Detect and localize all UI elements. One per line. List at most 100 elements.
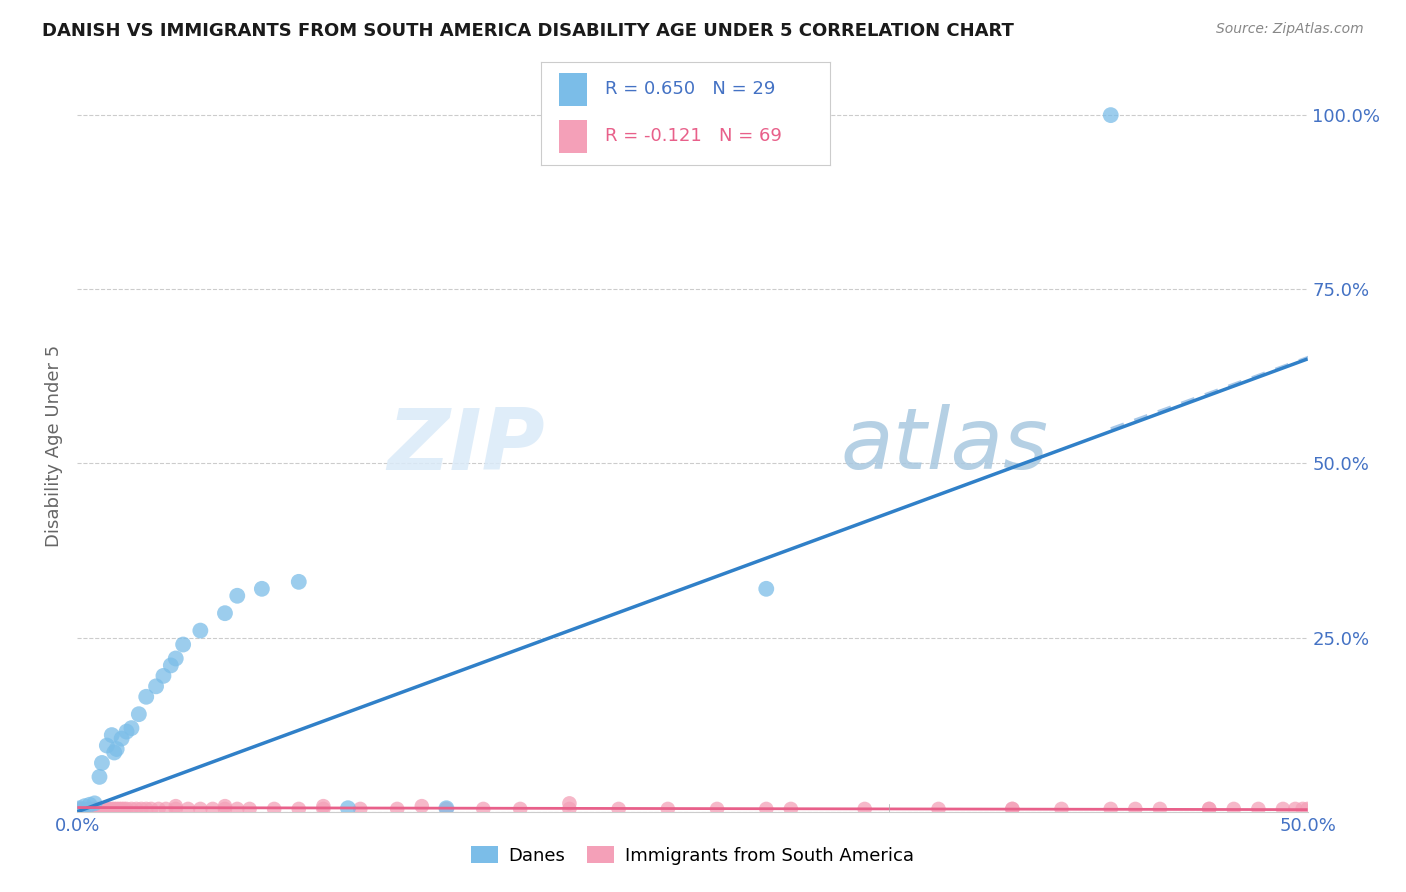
Point [105, 802, 128, 816]
Point [755, 802, 778, 816]
Point [558, 797, 581, 811]
Point [214, 802, 236, 816]
Point [89, 802, 111, 816]
Point [657, 802, 679, 816]
Point [312, 799, 335, 814]
Point [411, 799, 433, 814]
Point [69, 801, 91, 815]
Point [105, 742, 128, 756]
Point [111, 731, 132, 746]
Point [165, 651, 187, 665]
Point [239, 802, 262, 816]
Text: DANISH VS IMMIGRANTS FROM SOUTH AMERICA DISABILITY AGE UNDER 5 CORRELATION CHART: DANISH VS IMMIGRANTS FROM SOUTH AMERICA … [42, 22, 1014, 40]
Point [79, 802, 101, 816]
Point [188, 624, 212, 638]
Point [1001, 802, 1024, 816]
Point [436, 802, 458, 816]
Point [115, 802, 138, 816]
Point [1050, 802, 1073, 816]
Point [472, 802, 495, 816]
Point [509, 802, 531, 816]
Point [135, 690, 157, 704]
Point [226, 802, 249, 816]
Y-axis label: Disability Age Under 5: Disability Age Under 5 [45, 345, 63, 547]
Point [148, 802, 170, 816]
Legend: Danes, Immigrants from South America: Danes, Immigrants from South America [464, 839, 921, 872]
Point [69, 802, 91, 816]
Point [1292, 802, 1315, 816]
Point [103, 802, 125, 816]
Point [1198, 802, 1220, 816]
Point [90, 802, 114, 816]
Point [73, 799, 96, 814]
Point [128, 707, 150, 722]
Text: atlas: atlas [841, 404, 1047, 488]
Point [101, 802, 124, 816]
Point [312, 802, 335, 816]
Point [83, 802, 105, 816]
Point [145, 679, 167, 693]
Point [201, 802, 224, 816]
Point [755, 582, 778, 596]
Point [121, 802, 143, 816]
Point [385, 802, 409, 816]
Text: R = 0.650   N = 29: R = 0.650 N = 29 [605, 80, 775, 98]
Point [1223, 802, 1246, 816]
Point [928, 802, 950, 816]
Text: Source: ZipAtlas.com: Source: ZipAtlas.com [1216, 22, 1364, 37]
Point [288, 802, 311, 816]
Point [73, 802, 96, 816]
Point [436, 801, 458, 815]
Point [1001, 802, 1024, 816]
Text: R = -0.121   N = 69: R = -0.121 N = 69 [605, 128, 782, 145]
Point [1272, 802, 1295, 816]
Point [112, 802, 135, 816]
Point [177, 802, 200, 816]
Point [108, 802, 131, 816]
Point [558, 802, 581, 816]
Point [111, 802, 132, 816]
Point [607, 802, 630, 816]
Point [89, 770, 111, 784]
Point [250, 582, 273, 596]
Point [1247, 802, 1270, 816]
Point [1284, 802, 1306, 816]
Point [1198, 802, 1220, 816]
Point [93, 802, 115, 816]
Point [165, 799, 187, 814]
Point [96, 802, 118, 816]
Point [188, 802, 212, 816]
Point [214, 799, 236, 814]
Point [135, 802, 157, 816]
Point [70, 802, 93, 816]
Point [86, 802, 108, 816]
Point [90, 756, 114, 770]
Point [125, 802, 148, 816]
Point [129, 802, 153, 816]
Point [1149, 802, 1171, 816]
Point [780, 802, 803, 816]
Bar [558, 73, 588, 105]
Point [76, 802, 98, 816]
Point [98, 802, 121, 816]
Point [337, 801, 360, 815]
Point [226, 589, 249, 603]
Bar [558, 120, 588, 153]
Point [172, 638, 194, 652]
Point [83, 797, 105, 811]
Point [288, 574, 311, 589]
Point [82, 802, 104, 816]
Point [1125, 802, 1147, 816]
Point [115, 724, 138, 739]
Text: ZIP: ZIP [387, 404, 546, 488]
Point [152, 669, 174, 683]
Point [165, 802, 187, 816]
Point [1099, 108, 1122, 122]
Point [1099, 802, 1122, 816]
Point [263, 802, 285, 816]
Point [706, 802, 728, 816]
Point [121, 721, 143, 735]
Point [79, 797, 101, 812]
Point [96, 739, 118, 753]
Point [1296, 802, 1319, 816]
